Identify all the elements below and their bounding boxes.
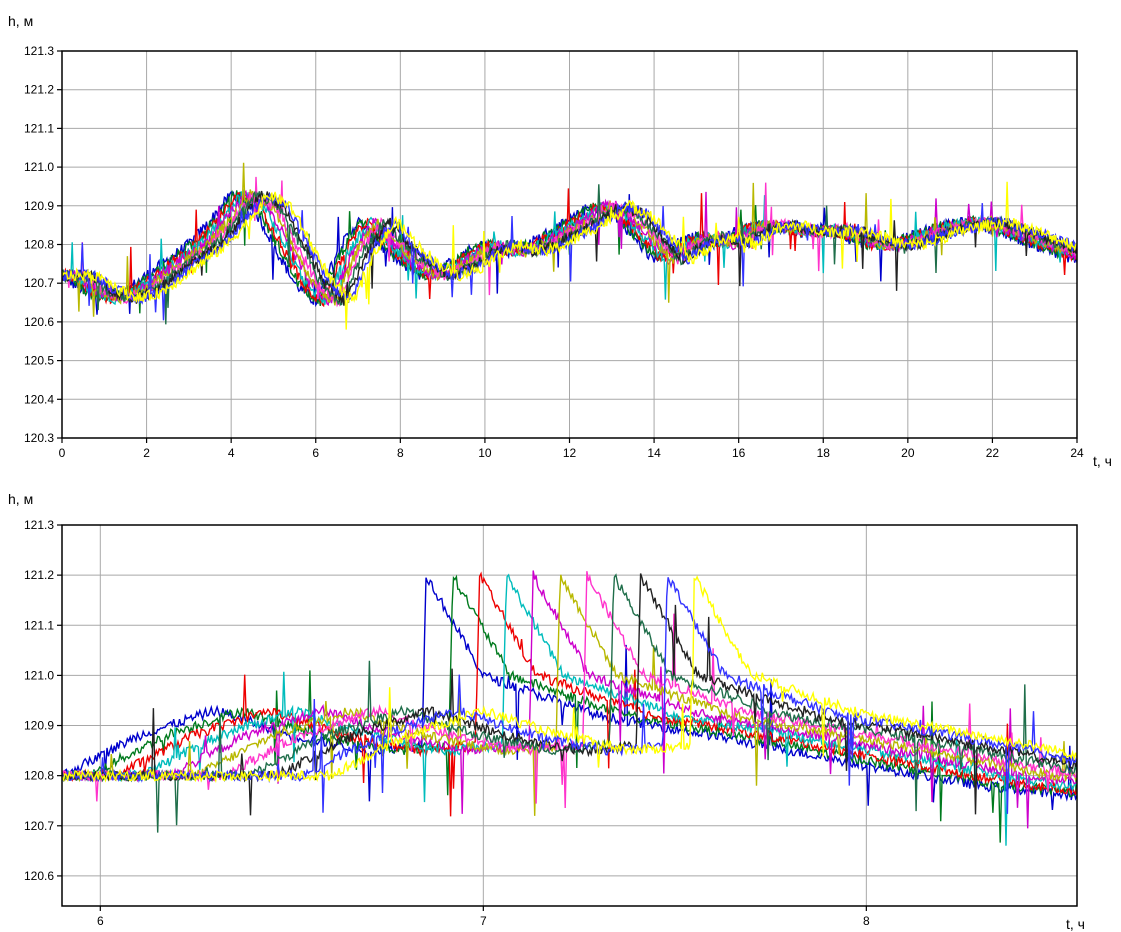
x-tick-label: 20: [901, 446, 915, 460]
series-line-3: [62, 571, 1077, 817]
x-tick-label: 14: [647, 446, 661, 460]
series-line-4: [62, 573, 1077, 846]
y-tick-label: 120.9: [24, 199, 54, 213]
bottom-xlabel: t, ч: [1066, 916, 1085, 932]
y-tick-label: 121.2: [24, 568, 54, 582]
x-tick-label: 0: [59, 446, 66, 460]
y-tick-label: 120.8: [24, 769, 54, 783]
series-layer: [62, 570, 1077, 846]
series-layer: [62, 162, 1077, 330]
y-tick-label: 120.8: [24, 238, 54, 252]
y-tick-label: 120.6: [24, 869, 54, 883]
x-tick-label: 2: [143, 446, 150, 460]
series-line-9: [62, 190, 1077, 306]
x-tick-label: 4: [228, 446, 235, 460]
x-tick-label: 7: [480, 914, 487, 928]
y-tick-label: 120.7: [24, 819, 54, 833]
x-tick-label: 12: [563, 446, 577, 460]
y-tick-label: 121.3: [24, 518, 54, 532]
x-tick-label: 22: [986, 446, 1000, 460]
y-tick-label: 120.4: [24, 392, 54, 406]
x-tick-label: 16: [732, 446, 746, 460]
top-ylabel: h, м: [8, 13, 33, 29]
bottom-ylabel: h, м: [8, 491, 33, 507]
y-tick-label: 121.1: [24, 121, 54, 135]
x-tick-label: 6: [97, 914, 104, 928]
series-line-9: [62, 573, 1077, 816]
y-tick-label: 120.3: [24, 431, 54, 445]
y-tick-label: 121.0: [24, 160, 54, 174]
y-tick-label: 120.9: [24, 719, 54, 733]
series-line-11: [62, 575, 1077, 784]
y-tick-label: 121.0: [24, 668, 54, 682]
y-tick-label: 121.2: [24, 83, 54, 97]
x-tick-label: 18: [817, 446, 831, 460]
series-line-2: [62, 574, 1077, 843]
plot-frame: [61, 524, 1078, 907]
series-line-8: [62, 573, 1077, 833]
series-line-5: [62, 570, 1077, 829]
top-chart-group: 0 2 4 6 8 10 12 14 16 18 20 22 24120.3120.4120.5120.…: [24, 44, 1084, 460]
y-tick-label: 120.7: [24, 276, 54, 290]
y-tick-label: 121.3: [24, 44, 54, 58]
y-tick-label: 120.5: [24, 354, 54, 368]
y-tick-label: 121.1: [24, 618, 54, 632]
x-tick-label: 8: [863, 914, 870, 928]
x-tick-label: 8: [397, 446, 404, 460]
x-tick-label: 10: [478, 446, 492, 460]
bottom-chart-group: 6 7 8 120.6 120.7 120.8 120.9 121.0 121.1 121.2 12…: [24, 518, 1078, 928]
x-tick-label: 6: [312, 446, 319, 460]
y-tick-label: 120.6: [24, 315, 54, 329]
x-tick-label: 24: [1070, 446, 1084, 460]
top-xlabel: t, ч: [1093, 453, 1112, 469]
series-line-11: [62, 181, 1077, 330]
